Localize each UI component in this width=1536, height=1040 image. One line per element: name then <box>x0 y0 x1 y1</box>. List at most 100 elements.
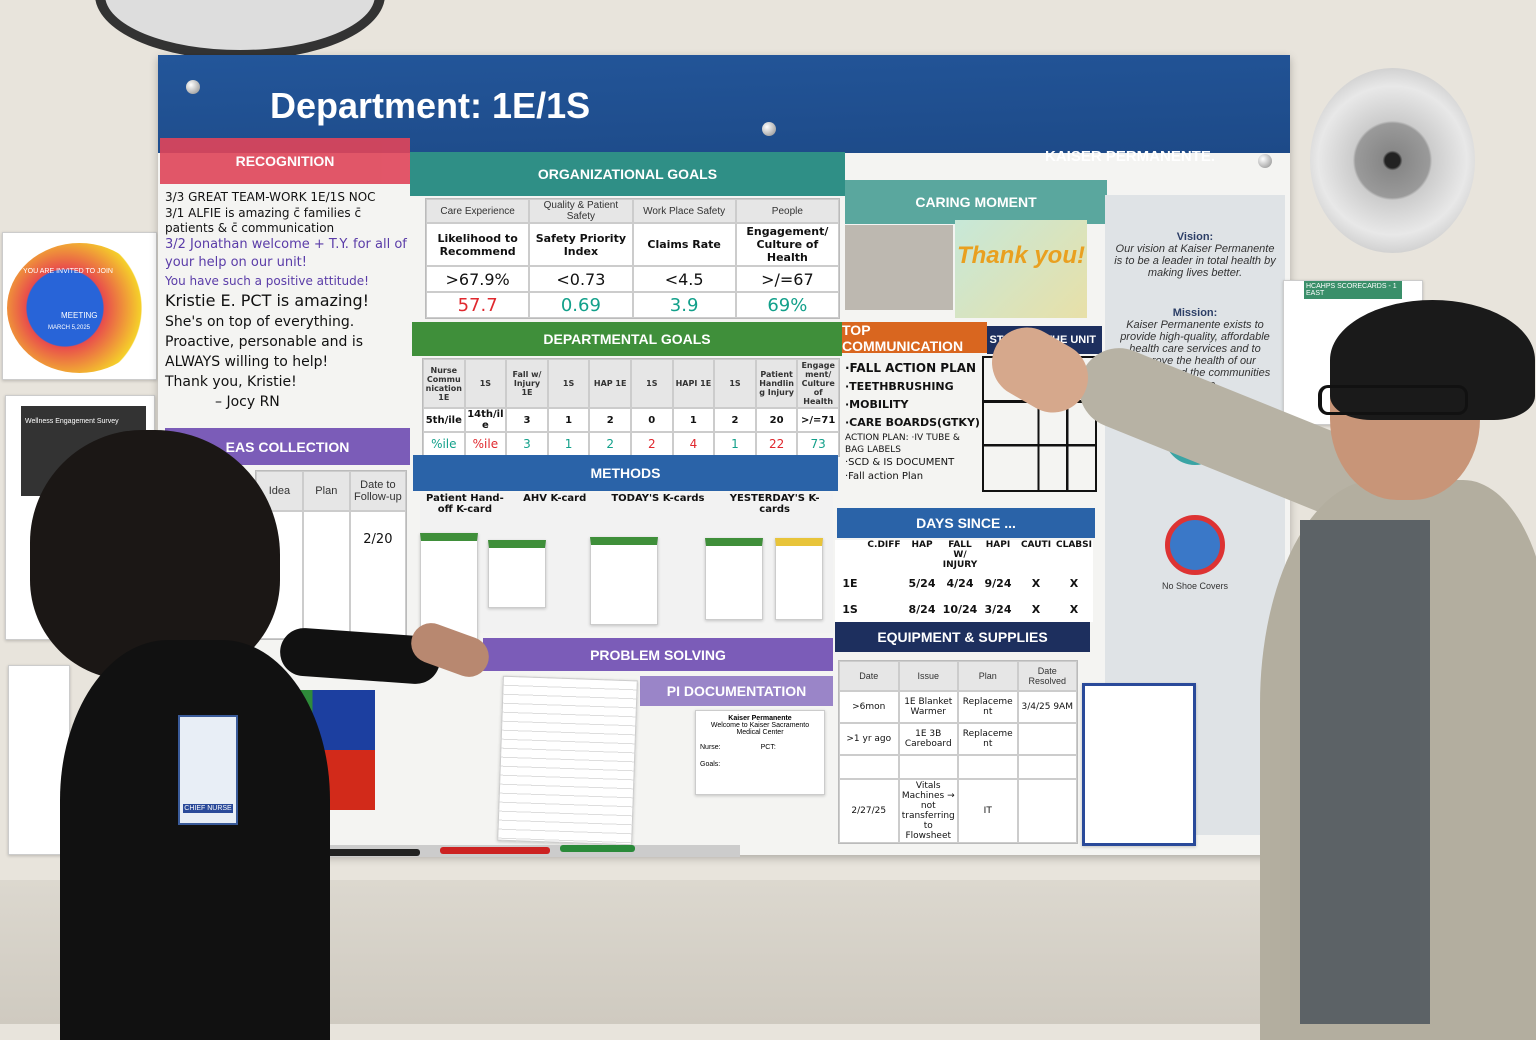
caring-moment-header: CARING MOMENT <box>845 180 1107 224</box>
days-cell: X <box>1031 577 1041 590</box>
category: Work Place Safety <box>632 199 736 223</box>
council-flyer: YOU ARE INVITED TO JOIN MEETING MARCH 5,… <box>2 232 157 380</box>
method-column: Patient Hand-off K-card <box>426 493 504 515</box>
actual: 2 <box>630 432 673 456</box>
actual: %ile <box>464 432 507 456</box>
equipment-cell <box>958 755 1018 779</box>
category: Quality & Patient Safety <box>529 199 633 223</box>
note-line: 3/2 Jonathan welcome + T.Y. for all of y… <box>165 237 407 270</box>
doc-title: Kaiser Permanente <box>728 715 792 722</box>
column-header: 1S <box>547 359 590 408</box>
actual: 3 <box>506 432 548 456</box>
metric: Engagement/ Culture of Health <box>735 223 839 266</box>
target: <0.73 <box>529 266 633 292</box>
board-header <box>158 55 1290 153</box>
equipment-table: Date Issue Plan Date Resolved >6mon 1E Blanke… <box>838 660 1078 844</box>
column-header: FALL W/ INJURY <box>942 540 978 570</box>
wall-clock <box>95 0 385 60</box>
days-cell: 8/24 <box>908 603 936 616</box>
k-card[interactable] <box>590 537 658 625</box>
target: 0 <box>630 408 673 432</box>
equipment-cell: 1E Blanket Warmer <box>898 691 958 723</box>
days-cell: X <box>1069 603 1079 616</box>
problem-solving-header: PROBLEM SOLVING <box>483 638 833 671</box>
magnet-pin <box>762 122 776 136</box>
k-card[interactable] <box>775 538 823 620</box>
days-cell: 3/24 <box>984 603 1012 616</box>
no-shoe-covers-icon <box>1165 515 1225 575</box>
column-header: HAPI <box>985 540 1011 550</box>
ideas-table: Idea Plan Date to Follow-up 2/20 <box>255 470 407 640</box>
magnet-pin <box>1258 154 1272 168</box>
welcome-sheet[interactable]: Kaiser Permanente Welcome to Kaiser Sacr… <box>695 710 825 795</box>
target: 1 <box>547 408 590 432</box>
no-shoe-covers-label: No Shoe Covers <box>1161 581 1229 591</box>
note-line: Proactive, personable and is ALWAYS will… <box>165 334 364 370</box>
marker[interactable] <box>320 849 420 856</box>
comm-item: ·SCD & IS DOCUMENT <box>845 457 955 468</box>
equipment-cell: >1 yr ago <box>839 723 899 755</box>
column-header: Plan <box>302 471 350 511</box>
top-communication-header: TOP COMMUNICATION <box>842 322 987 354</box>
equipment-cell: 1E 3B Careboard <box>898 723 958 755</box>
k-card[interactable] <box>705 538 763 620</box>
student-form[interactable] <box>497 675 638 846</box>
method-column: TODAY'S K-cards <box>611 493 705 504</box>
days-cell: 10/24 <box>942 603 978 616</box>
note-line: Thank you, Kristie! <box>165 374 297 390</box>
actual: %ile <box>423 432 465 456</box>
column-header: Plan <box>958 661 1018 691</box>
equipment-cell: 2/27/25 <box>839 779 899 843</box>
follow-up-date: 2/20 <box>349 511 406 639</box>
thank-you-card[interactable]: Thank you! <box>955 220 1087 318</box>
methods-header: METHODS <box>413 455 838 491</box>
actual: 4 <box>672 432 715 456</box>
note-card[interactable] <box>845 225 953 310</box>
column-header: CAUTI <box>1020 540 1052 550</box>
equipment-cell: IT <box>958 779 1018 843</box>
method-column: YESTERDAY'S K-cards <box>729 493 820 515</box>
note-line: You have such a positive attitude! <box>165 274 369 288</box>
doc-label-nurse: Nurse: <box>700 744 721 751</box>
healthstream-flyer[interactable] <box>1082 683 1196 846</box>
flyer-date: MARCH 5,2025 <box>48 325 91 331</box>
days-cell <box>865 570 903 596</box>
target: 14th/ile <box>464 408 507 432</box>
note-line: 3/1 ALFIE is amazing c̄ families c̄ pati… <box>165 206 362 235</box>
equipment-cell: Vitals Machines → not transferring to Fl… <box>898 779 958 843</box>
recognition-notes: 3/3 GREAT TEAM-WORK 1E/1S NOC 3/1 ALFIE … <box>165 188 410 412</box>
comm-item: ·TEETHBRUSHING <box>845 380 954 393</box>
note-line: Kristie E. PCT is amazing! <box>165 291 370 310</box>
days-since-header: DAYS SINCE ... <box>837 508 1095 538</box>
note-line: She's on top of everything. <box>165 314 355 330</box>
equipment-cell: Replacement <box>958 723 1018 755</box>
column-header: Date Resolved <box>1017 661 1077 691</box>
kaiser-logo: KAISER PERMANENTE. <box>1045 148 1216 165</box>
k-card[interactable] <box>488 540 546 608</box>
top-communication-list: ·FALL ACTION PLAN ·TEETHBRUSHING ·MOBILI… <box>845 358 980 484</box>
column-header: HAPI 1E <box>672 359 715 408</box>
id-badge-label: CHIEF NURSE <box>183 804 233 813</box>
days-cell <box>865 596 903 622</box>
column-header: 1S <box>714 359 756 408</box>
target: 2 <box>714 408 756 432</box>
column-header: Patient Handling Injury <box>755 359 798 408</box>
column-header: Engagement/ Culture of Health <box>797 359 839 408</box>
days-cell: X <box>1031 603 1041 616</box>
marker[interactable] <box>440 847 550 854</box>
equipment-cell <box>898 755 958 779</box>
target: 3 <box>506 408 548 432</box>
target: 20 <box>755 408 798 432</box>
actual: 1 <box>714 432 756 456</box>
marker[interactable] <box>560 845 635 852</box>
target: 2 <box>589 408 631 432</box>
column-header: Issue <box>898 661 958 691</box>
equipment-cell <box>1017 723 1077 755</box>
method-column: AHV K-card <box>523 493 587 504</box>
magnet-pin <box>186 80 200 94</box>
days-cell: X <box>1069 577 1079 590</box>
doc-text: Welcome to Kaiser Sacramento Medical Cen… <box>710 722 810 736</box>
nurse-left: CHIEF NURSE <box>0 0 495 1040</box>
actual: 3.9 <box>632 292 736 318</box>
